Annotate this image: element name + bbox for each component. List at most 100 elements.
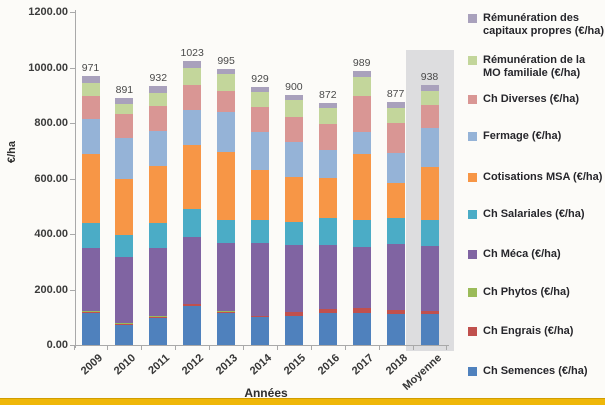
x-axis-title: Années — [244, 386, 288, 400]
y-tick-label: 0.00 — [46, 339, 68, 351]
bar-segment — [217, 73, 236, 91]
bar-segment — [352, 70, 371, 77]
legend-swatch — [468, 173, 477, 182]
bar-segment — [386, 182, 405, 218]
bar-segment — [318, 108, 337, 125]
legend-item: Ch Méca (€/ha) — [468, 248, 605, 261]
stacked-bar-2018 — [386, 101, 405, 345]
bar-segment — [183, 68, 202, 86]
bar-segment — [284, 176, 303, 222]
bar-segment — [284, 117, 303, 143]
legend-swatch — [468, 14, 477, 23]
x-category-label: 2015 — [281, 352, 308, 378]
bar-total-label: 877 — [386, 87, 405, 100]
x-category-label: 2016 — [315, 352, 342, 378]
bar-segment — [81, 119, 100, 155]
bar-segment — [284, 312, 303, 317]
x-tick-mark — [73, 346, 75, 350]
bar-segment — [81, 82, 100, 97]
bar-segment — [217, 152, 236, 221]
x-category-label: 2017 — [349, 352, 376, 378]
x-category-label: 2009 — [78, 352, 105, 378]
bar-segment — [81, 248, 100, 312]
x-tick-mark — [446, 346, 448, 350]
bottom-accent-bar — [0, 398, 605, 405]
bar-segment — [318, 103, 337, 109]
bar-segment — [81, 222, 100, 249]
x-tick-mark — [412, 346, 414, 350]
x-category-label: 2012 — [179, 352, 207, 378]
bar-segment — [183, 109, 202, 145]
bar-segment — [284, 244, 303, 312]
bar-segment — [318, 150, 337, 179]
y-tick-label: 800.00 — [34, 117, 68, 129]
y-tick-label: 400.00 — [34, 228, 68, 240]
x-tick-mark — [276, 346, 278, 350]
legend-item: Rémunération de la MO familiale (€/ha) — [468, 54, 605, 80]
legend-item: Rémunération des capitaux propres (€/ha) — [468, 12, 605, 38]
stacked-bar-2016 — [318, 103, 337, 345]
bar-segment — [183, 305, 202, 345]
bar-segment — [81, 312, 100, 314]
bar-segment — [217, 313, 236, 345]
bar-segment — [81, 313, 100, 345]
stacked-bar-2011 — [149, 86, 168, 345]
legend-swatch — [468, 327, 477, 336]
bar-total-label: 938 — [420, 70, 439, 83]
bar-segment — [420, 313, 439, 345]
y-tick-label: 1200.00 — [28, 6, 68, 18]
bar-segment — [318, 309, 337, 314]
y-tick-label: 600.00 — [34, 172, 68, 185]
x-category-label: 2018 — [383, 352, 410, 378]
x-tick-mark — [378, 346, 380, 350]
bar-segment — [115, 97, 134, 105]
bar-total-label: 995 — [217, 54, 235, 67]
legend-label: Ch Semences (€/ha) — [483, 365, 588, 377]
bar-segment — [115, 323, 134, 324]
bar-segment — [183, 209, 202, 238]
y-tick-mark — [70, 345, 75, 346]
bar-segment — [183, 61, 202, 69]
legend-swatch — [468, 210, 477, 219]
bar-segment — [318, 124, 337, 151]
bar-segment — [251, 107, 269, 133]
x-tick-mark — [107, 346, 109, 350]
bar-segment — [149, 86, 168, 93]
bar-segment — [420, 167, 439, 220]
bar-segment — [115, 235, 134, 258]
stacked-bar-2015 — [284, 95, 303, 345]
bar-segment — [386, 122, 405, 153]
legend-swatch — [468, 367, 477, 376]
y-tick-mark — [70, 234, 75, 235]
y-axis-line — [75, 10, 76, 348]
bar-total-label: 989 — [352, 56, 371, 69]
y-tick-label: 1000.00 — [28, 61, 68, 74]
bar-segment — [183, 304, 202, 306]
bar-segment — [284, 95, 303, 101]
bar-segment — [115, 325, 134, 345]
legend-item: Ch Semences (€/ha) — [468, 365, 605, 378]
bar-segment — [183, 237, 202, 304]
x-tick-mark — [209, 346, 211, 350]
legend-label: Fermage (€/ha) — [483, 130, 562, 142]
legend: Rémunération des capitaux propres (€/ha)… — [468, 0, 605, 390]
bar-segment — [251, 219, 269, 243]
bar-segment — [149, 166, 168, 224]
bar-segment — [352, 246, 371, 308]
legend-item: Ch Engrais (€/ha) — [468, 325, 605, 338]
bar-segment — [352, 153, 371, 220]
bar-segment — [284, 316, 303, 345]
bar-segment — [149, 316, 168, 317]
bar-segment — [386, 101, 405, 108]
x-axis-line — [75, 345, 449, 346]
y-tick-mark — [70, 289, 75, 291]
stacked-bar-2010 — [115, 97, 134, 345]
legend-item: Ch Salariales (€/ha) — [468, 208, 605, 221]
legend-swatch — [468, 288, 477, 297]
bar-segment — [251, 316, 269, 318]
bar-segment — [115, 104, 134, 115]
bar-segment — [386, 310, 405, 315]
y-tick-mark — [70, 123, 75, 124]
bar-segment — [420, 84, 439, 91]
